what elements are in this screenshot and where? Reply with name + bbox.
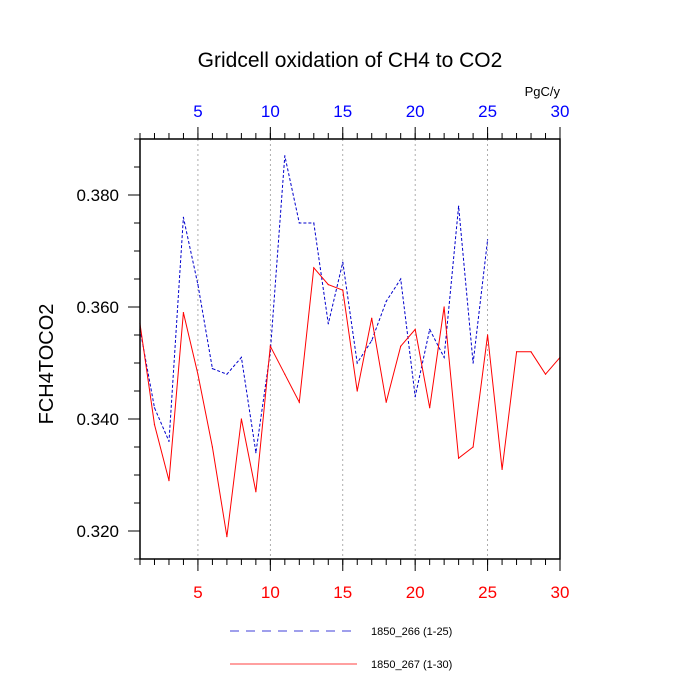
x-tick-label: 15 bbox=[333, 583, 352, 602]
units-label: PgC/y bbox=[525, 84, 561, 99]
data-point bbox=[486, 239, 489, 241]
data-point bbox=[458, 205, 460, 207]
data-point bbox=[284, 155, 286, 157]
data-point bbox=[530, 351, 532, 353]
data-point bbox=[153, 407, 156, 409]
y-tick-label: 0.360 bbox=[76, 298, 119, 317]
data-point bbox=[472, 362, 474, 364]
data-point bbox=[443, 306, 445, 308]
x-tick-label: 30 bbox=[551, 583, 570, 602]
data-point bbox=[356, 390, 358, 392]
axis-ticks: 5 10 15 20 25 30 5 10 15 20 25 30 0.320 0.340 0.360 0.3… bbox=[76, 102, 569, 602]
data-point bbox=[255, 452, 257, 454]
data-point bbox=[429, 328, 431, 330]
data-point bbox=[168, 440, 170, 442]
data-point bbox=[313, 267, 315, 269]
data-point bbox=[211, 368, 214, 370]
data-point bbox=[342, 289, 344, 291]
data-point bbox=[515, 351, 518, 353]
data-point bbox=[371, 340, 373, 342]
data-point bbox=[197, 284, 199, 286]
data-point bbox=[544, 373, 547, 375]
y-tick-label: 0.380 bbox=[76, 186, 119, 205]
y-axis-label: FCH4TOCO2 bbox=[36, 304, 58, 425]
data-point bbox=[182, 312, 185, 314]
data-point bbox=[414, 328, 416, 330]
data-point bbox=[284, 373, 286, 375]
data-point bbox=[385, 300, 387, 302]
data-point bbox=[472, 446, 474, 448]
x-tick-label: 10 bbox=[261, 583, 280, 602]
series-line bbox=[139, 266, 561, 537]
data-point bbox=[501, 468, 503, 470]
series-line bbox=[139, 155, 489, 453]
y-tick-label: 0.320 bbox=[76, 522, 119, 541]
data-point bbox=[168, 480, 170, 482]
x-tick-label: 20 bbox=[406, 583, 425, 602]
data-point bbox=[313, 222, 315, 224]
data-point bbox=[327, 323, 329, 325]
plot-series bbox=[139, 155, 561, 538]
data-point bbox=[486, 334, 489, 336]
data-point bbox=[182, 216, 185, 218]
data-point bbox=[226, 536, 228, 538]
data-point bbox=[443, 356, 445, 358]
data-point bbox=[298, 222, 300, 224]
data-point bbox=[298, 401, 300, 403]
x2-tick-label: 30 bbox=[551, 102, 570, 121]
x2-tick-label: 10 bbox=[261, 102, 280, 121]
data-point bbox=[211, 446, 214, 448]
data-point bbox=[458, 457, 460, 459]
plot-frame bbox=[139, 138, 561, 560]
data-point bbox=[400, 278, 402, 280]
x-tick-label: 5 bbox=[193, 583, 202, 602]
legend-label: 1850_267 (1-30) bbox=[371, 659, 452, 671]
data-point bbox=[240, 418, 242, 420]
data-point bbox=[429, 407, 431, 409]
x-tick-label: 25 bbox=[478, 583, 497, 602]
x2-tick-label: 15 bbox=[333, 102, 352, 121]
data-point bbox=[255, 491, 257, 493]
x2-tick-label: 20 bbox=[406, 102, 425, 121]
data-point bbox=[356, 362, 358, 364]
y-tick-label: 0.340 bbox=[76, 410, 119, 429]
legend: 1850_266 (1-25) 1850_267 (1-30) bbox=[230, 626, 452, 671]
legend-label: 1850_266 (1-25) bbox=[371, 626, 452, 638]
data-point bbox=[269, 345, 271, 347]
data-point bbox=[371, 317, 373, 319]
data-point bbox=[414, 396, 416, 398]
data-point bbox=[226, 373, 228, 375]
data-point bbox=[400, 345, 402, 347]
gridlines bbox=[197, 139, 488, 559]
data-point bbox=[342, 261, 344, 263]
data-point bbox=[153, 424, 156, 426]
data-point bbox=[327, 284, 329, 286]
data-point bbox=[240, 356, 242, 358]
x2-tick-label: 5 bbox=[193, 102, 202, 121]
data-point bbox=[197, 373, 199, 375]
data-point bbox=[385, 401, 387, 403]
x2-tick-label: 25 bbox=[478, 102, 497, 121]
chart-title: Gridcell oxidation of CH4 to CO2 bbox=[198, 49, 503, 72]
